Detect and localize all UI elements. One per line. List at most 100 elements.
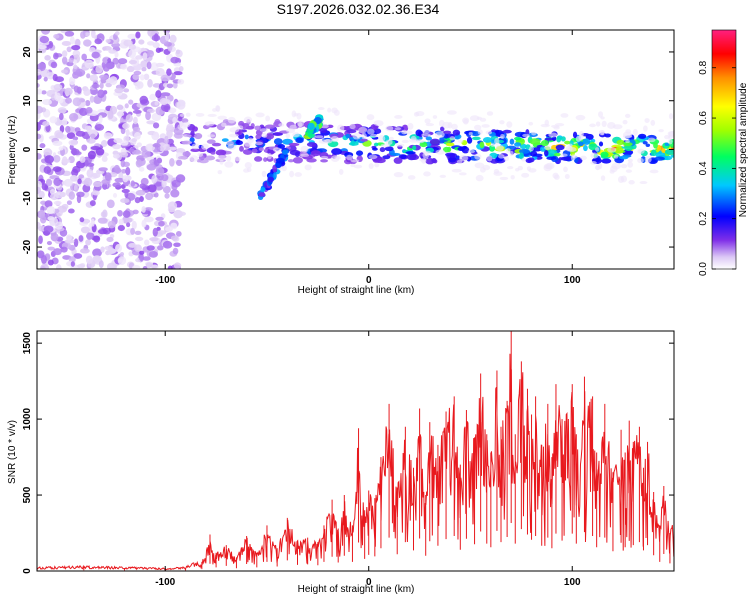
band-blob — [642, 141, 648, 145]
noise-blob — [125, 129, 130, 137]
noise-blob — [55, 191, 63, 199]
band-blob — [206, 139, 216, 144]
band-halo-blob — [628, 180, 635, 185]
band-halo-blob — [337, 124, 345, 132]
noise-blob — [86, 138, 96, 144]
band-blob — [445, 142, 455, 147]
band-halo-blob — [474, 162, 485, 169]
band-halo-blob — [407, 122, 414, 130]
noise-blob — [46, 206, 56, 215]
band-blob — [355, 150, 364, 156]
band-blob — [251, 148, 258, 154]
noise-blob — [94, 38, 103, 45]
noise-blob — [167, 201, 178, 211]
band-blob — [540, 140, 549, 147]
noise-blob — [72, 136, 79, 141]
noise-blob — [146, 61, 152, 70]
noise-blob — [151, 175, 158, 184]
band-halo-blob — [560, 113, 569, 118]
band-blob — [519, 152, 525, 160]
noise-blob — [141, 219, 147, 228]
band-blob — [650, 149, 657, 157]
band-blob — [406, 153, 417, 161]
band-halo-blob — [423, 129, 430, 134]
band-halo-blob — [531, 131, 537, 136]
noise-blob — [42, 99, 52, 106]
band-blob — [221, 138, 229, 142]
x-tick-label: 0 — [366, 577, 372, 588]
band-halo-blob — [236, 125, 244, 130]
noise-blob — [97, 89, 105, 99]
band-halo-blob — [490, 143, 496, 147]
noise-blob — [128, 60, 138, 65]
y-tick-label: -10 — [22, 191, 33, 206]
noise-blob — [37, 186, 42, 194]
noise-blob — [98, 115, 103, 124]
noise-blob — [53, 34, 60, 39]
noise-blob — [43, 166, 52, 174]
band-blob — [346, 129, 357, 134]
x-tick-label: -100 — [155, 275, 175, 286]
band-blob — [572, 131, 578, 139]
band-halo-blob — [600, 130, 605, 136]
noise-blob — [66, 46, 72, 53]
noise-blob — [141, 150, 151, 158]
noise-blob — [133, 70, 142, 76]
band-halo-blob — [595, 121, 601, 127]
noise-blob — [118, 218, 124, 226]
noise-blob — [93, 235, 101, 243]
noise-blob — [115, 244, 123, 253]
band-halo-blob — [421, 133, 431, 137]
band-halo-blob — [644, 118, 650, 123]
noise-blob — [112, 193, 118, 198]
band-blob — [419, 142, 428, 148]
band-halo-blob — [600, 175, 606, 182]
noise-blob — [95, 65, 104, 74]
noise-blob — [162, 240, 173, 249]
band-blob — [264, 124, 276, 129]
noise-blob — [52, 166, 62, 172]
band-halo-blob — [457, 139, 464, 143]
band-halo-blob — [422, 152, 429, 159]
band-blob — [664, 142, 670, 146]
noise-blob — [55, 132, 64, 139]
band-blob — [656, 144, 662, 152]
band-blob — [466, 136, 473, 144]
band-halo-blob — [300, 153, 310, 157]
noise-blob — [102, 46, 112, 51]
noise-blob — [125, 167, 131, 176]
band-halo-blob — [221, 122, 227, 128]
band-blob — [194, 132, 203, 140]
noise-blob — [66, 200, 73, 206]
noise-blob — [150, 264, 159, 269]
band-halo-blob — [515, 168, 520, 172]
noise-blob — [61, 158, 71, 164]
noise-blob — [160, 74, 171, 82]
band-blob — [600, 151, 609, 158]
band-halo-blob — [580, 155, 587, 161]
band-halo-blob — [401, 139, 409, 144]
noise-blob — [139, 250, 145, 255]
band-blob — [254, 125, 261, 131]
band-halo-blob — [595, 164, 600, 171]
noise-blob — [92, 255, 102, 263]
band-blob — [258, 147, 264, 152]
noise-blob — [57, 107, 67, 114]
band-blob — [637, 133, 647, 139]
noise-blob — [66, 234, 72, 241]
colorbar-tick-label: 0.0 — [698, 262, 709, 276]
noise-blob — [92, 172, 101, 179]
noise-blob — [81, 53, 87, 61]
noise-blob — [37, 88, 43, 95]
noise-blob — [147, 30, 155, 37]
band-halo-blob — [181, 134, 192, 138]
noise-blob — [160, 103, 171, 112]
band-halo-blob — [476, 116, 483, 120]
noise-blob — [172, 117, 178, 124]
noise-blob — [176, 211, 187, 217]
band-halo-blob — [366, 114, 375, 121]
band-halo-blob — [185, 112, 191, 117]
noise-blob — [116, 111, 125, 117]
band-halo-blob — [259, 128, 268, 132]
noise-blob — [54, 92, 61, 102]
